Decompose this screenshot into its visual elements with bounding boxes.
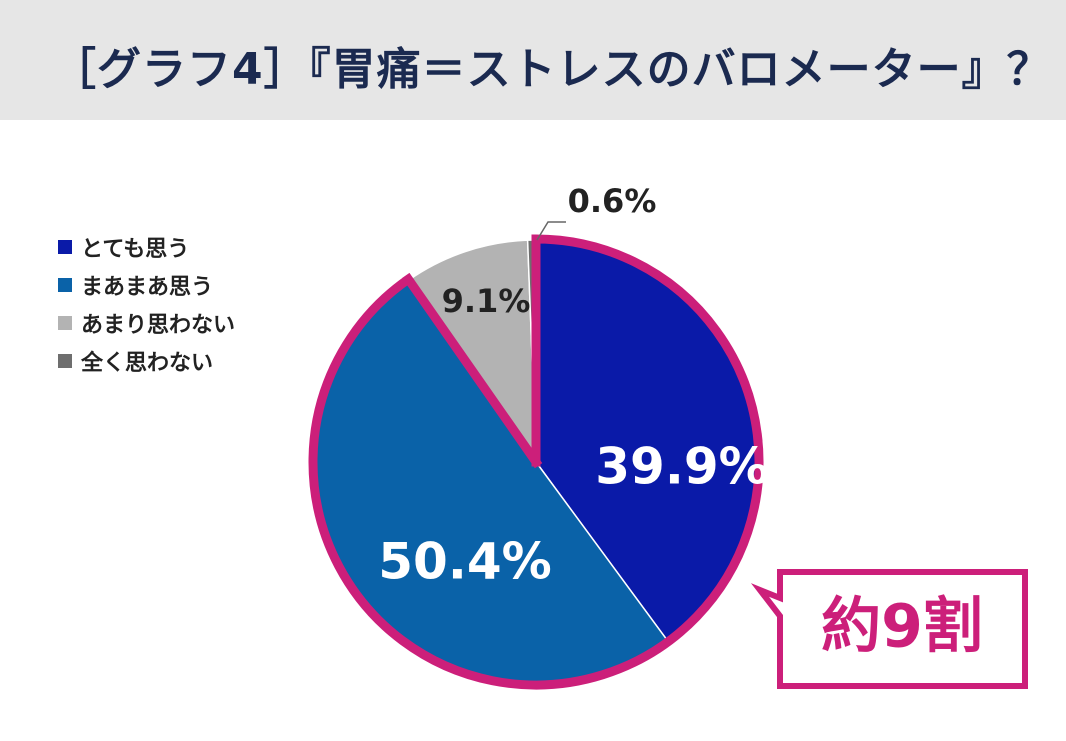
highlight-outline <box>308 234 764 690</box>
chart-title: ［グラフ4］『胃痛＝ストレスのバロメーター』？ <box>52 44 1052 95</box>
legend: とても思う まあまあ思う あまり思わない 全く思わない <box>58 228 235 380</box>
callout-box <box>750 569 1028 689</box>
legend-swatch <box>58 316 72 330</box>
title-band <box>0 0 1066 120</box>
legend-item-very-much: とても思う <box>58 228 235 266</box>
leader-line <box>536 221 566 241</box>
legend-item-not-much: あまり思わない <box>58 304 235 342</box>
legend-label: 全く思わない <box>81 351 214 376</box>
data-label-1: 39.9% <box>595 438 768 496</box>
data-label-4: 0.6% <box>568 182 657 220</box>
callout-label: 約9割 <box>821 592 983 662</box>
data-label-3: 9.1% <box>442 282 531 320</box>
legend-item-somewhat: まあまあ思う <box>58 266 235 304</box>
data-label-2: 50.4% <box>378 533 551 591</box>
legend-item-not-at-all: 全く思わない <box>58 342 235 380</box>
legend-label: とても思う <box>81 237 190 262</box>
legend-swatch <box>58 278 72 292</box>
pie-slice-3 <box>407 239 537 465</box>
legend-swatch <box>58 240 72 254</box>
legend-label: まあまあ思う <box>81 275 214 300</box>
legend-label: あまり思わない <box>81 313 236 338</box>
legend-swatch <box>58 354 72 368</box>
